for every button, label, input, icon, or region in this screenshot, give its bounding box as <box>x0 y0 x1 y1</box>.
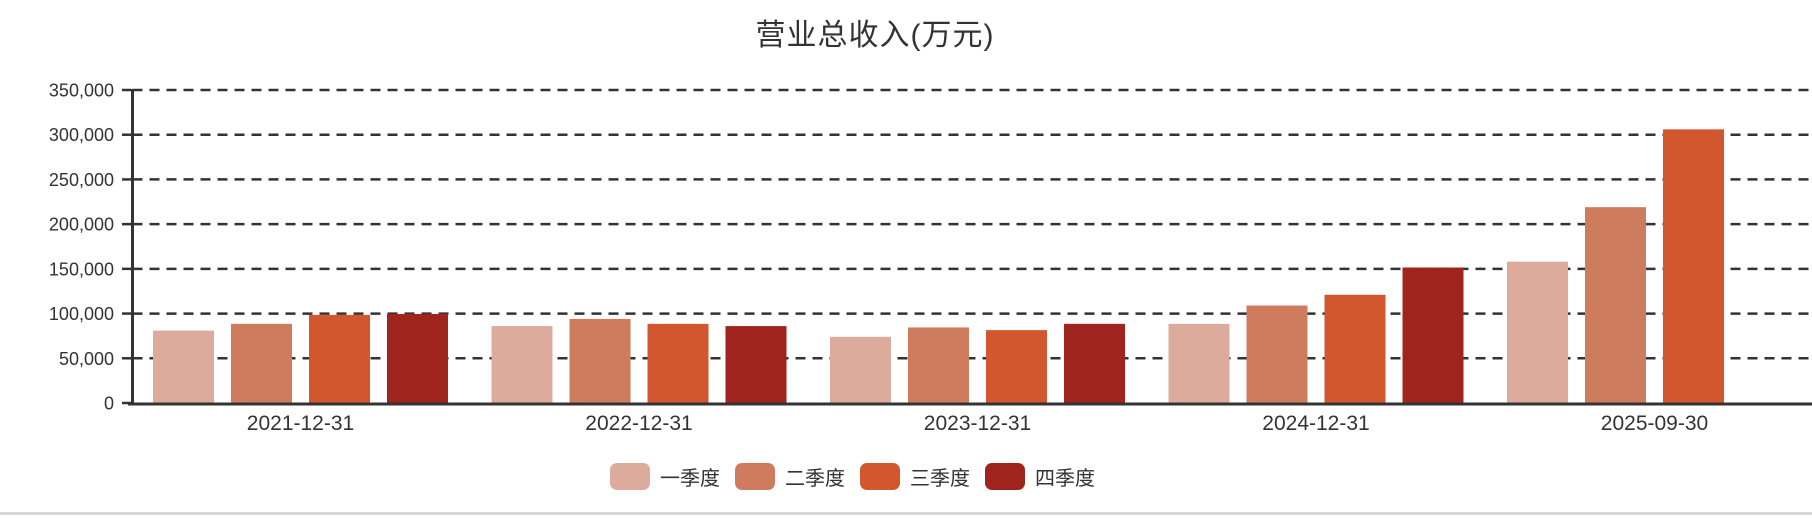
bar-三季度-2024-12-31[interactable] <box>1324 294 1386 403</box>
legend-swatch-icon <box>985 463 1025 490</box>
y-axis-label: 350,000 <box>49 81 114 101</box>
y-axis-label: 200,000 <box>49 215 114 235</box>
x-axis-label: 2022-12-31 <box>585 412 692 435</box>
bar-三季度-2021-12-31[interactable] <box>309 314 370 403</box>
bar-二季度-2023-12-31[interactable] <box>908 327 969 403</box>
x-axis-label: 2021-12-31 <box>247 412 354 435</box>
legend-label: 三季度 <box>910 468 970 490</box>
bar-三季度-2025-09-30[interactable] <box>1663 129 1724 403</box>
bar-二季度-2025-09-30[interactable] <box>1585 207 1646 403</box>
x-axis-label: 2023-12-31 <box>924 412 1031 435</box>
bar-四季度-2024-12-31[interactable] <box>1402 267 1464 403</box>
bar-二季度-2024-12-31[interactable] <box>1246 305 1308 403</box>
bar-一季度-2024-12-31[interactable] <box>1168 323 1230 403</box>
bottom-divider <box>0 512 1812 515</box>
y-axis-label: 250,000 <box>49 170 114 190</box>
legend-label: 四季度 <box>1035 468 1095 490</box>
bar-三季度-2022-12-31[interactable] <box>647 323 709 403</box>
legend: 一季度 二季度 三季度 四季度 <box>0 462 1705 491</box>
bar-二季度-2021-12-31[interactable] <box>231 323 292 403</box>
legend-label: 一季度 <box>660 468 720 490</box>
y-axis-label: 300,000 <box>49 125 114 145</box>
legend-swatch-icon <box>860 463 900 490</box>
y-axis-label: 0 <box>104 394 114 414</box>
legend-item-四季度[interactable]: 四季度 <box>985 462 1095 491</box>
x-axis-label: 2024-12-31 <box>1262 412 1369 435</box>
bar-一季度-2021-12-31[interactable] <box>153 330 214 403</box>
legend-swatch-icon <box>735 463 775 490</box>
chart-title: 营业总收入(万元) <box>755 19 995 52</box>
legend-label: 二季度 <box>785 468 845 490</box>
bar-四季度-2022-12-31[interactable] <box>725 326 787 403</box>
bar-三季度-2023-12-31[interactable] <box>986 330 1047 403</box>
bar-四季度-2023-12-31[interactable] <box>1064 323 1125 403</box>
y-axis-label: 50,000 <box>59 349 114 369</box>
legend-item-一季度[interactable]: 一季度 <box>610 462 720 491</box>
bar-二季度-2022-12-31[interactable] <box>569 318 631 403</box>
bar-一季度-2025-09-30[interactable] <box>1507 261 1568 403</box>
bar-一季度-2023-12-31[interactable] <box>830 336 891 403</box>
y-axis-label: 150,000 <box>49 259 114 279</box>
y-axis-label: 100,000 <box>49 304 114 324</box>
x-axis-label: 2025-09-30 <box>1601 412 1708 435</box>
legend-swatch-icon <box>610 463 650 490</box>
bar-一季度-2022-12-31[interactable] <box>491 326 553 403</box>
legend-item-三季度[interactable]: 三季度 <box>860 462 970 491</box>
bar-四季度-2021-12-31[interactable] <box>387 314 448 403</box>
legend-item-二季度[interactable]: 二季度 <box>735 462 845 491</box>
